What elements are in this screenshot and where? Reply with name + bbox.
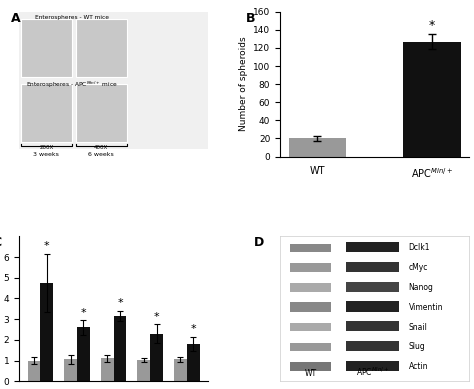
FancyBboxPatch shape — [21, 19, 72, 77]
Bar — [27, 361, 40, 381]
FancyBboxPatch shape — [290, 343, 331, 351]
Text: WT: WT — [304, 369, 316, 378]
Text: Snail: Snail — [409, 322, 428, 331]
Text: APC$^{Min/+}$: APC$^{Min/+}$ — [356, 366, 390, 378]
FancyBboxPatch shape — [19, 12, 208, 149]
Bar — [77, 328, 90, 381]
Text: 400X: 400X — [94, 145, 109, 150]
Text: 200X: 200X — [39, 145, 54, 150]
FancyBboxPatch shape — [346, 321, 399, 331]
Text: Enterospheres - WT mice: Enterospheres - WT mice — [35, 14, 109, 19]
Text: Dclk1: Dclk1 — [409, 244, 430, 252]
Text: cMyc: cMyc — [409, 263, 428, 272]
FancyBboxPatch shape — [290, 363, 331, 371]
FancyBboxPatch shape — [346, 262, 399, 272]
Text: *: * — [117, 298, 123, 308]
Text: 6 weeks: 6 weeks — [88, 152, 114, 157]
Bar — [403, 42, 461, 157]
FancyBboxPatch shape — [76, 84, 127, 142]
FancyBboxPatch shape — [290, 244, 331, 252]
FancyBboxPatch shape — [346, 341, 399, 351]
Text: Enterospheres - APC$^{Min/+}$ mice: Enterospheres - APC$^{Min/+}$ mice — [26, 80, 118, 90]
FancyBboxPatch shape — [290, 263, 331, 272]
Text: A: A — [11, 12, 21, 25]
Text: Slug: Slug — [409, 342, 426, 351]
FancyBboxPatch shape — [346, 301, 399, 312]
Bar — [137, 360, 150, 381]
Text: 3 weeks: 3 weeks — [34, 152, 59, 157]
Text: *: * — [154, 312, 159, 322]
Text: B: B — [246, 12, 255, 25]
Bar — [289, 138, 346, 157]
Text: *: * — [429, 19, 435, 32]
FancyBboxPatch shape — [346, 242, 399, 252]
Bar — [114, 316, 127, 381]
Bar — [150, 334, 163, 381]
Text: Vimentin: Vimentin — [409, 303, 443, 312]
Text: Nanog: Nanog — [409, 283, 434, 292]
Bar — [101, 358, 114, 381]
FancyBboxPatch shape — [21, 84, 72, 142]
Text: *: * — [44, 242, 50, 251]
Bar — [174, 359, 187, 381]
FancyBboxPatch shape — [290, 302, 331, 312]
Bar — [64, 359, 77, 381]
Text: D: D — [254, 236, 264, 249]
Text: *: * — [191, 324, 196, 334]
Text: *: * — [81, 308, 86, 318]
Y-axis label: Number of spheroids: Number of spheroids — [238, 37, 247, 131]
FancyBboxPatch shape — [290, 323, 331, 331]
FancyBboxPatch shape — [346, 361, 399, 371]
Text: Actin: Actin — [409, 362, 428, 371]
FancyBboxPatch shape — [76, 19, 127, 77]
Text: C: C — [0, 236, 1, 249]
FancyBboxPatch shape — [346, 282, 399, 292]
Bar — [40, 283, 53, 381]
FancyBboxPatch shape — [290, 283, 331, 292]
Bar — [187, 344, 200, 381]
